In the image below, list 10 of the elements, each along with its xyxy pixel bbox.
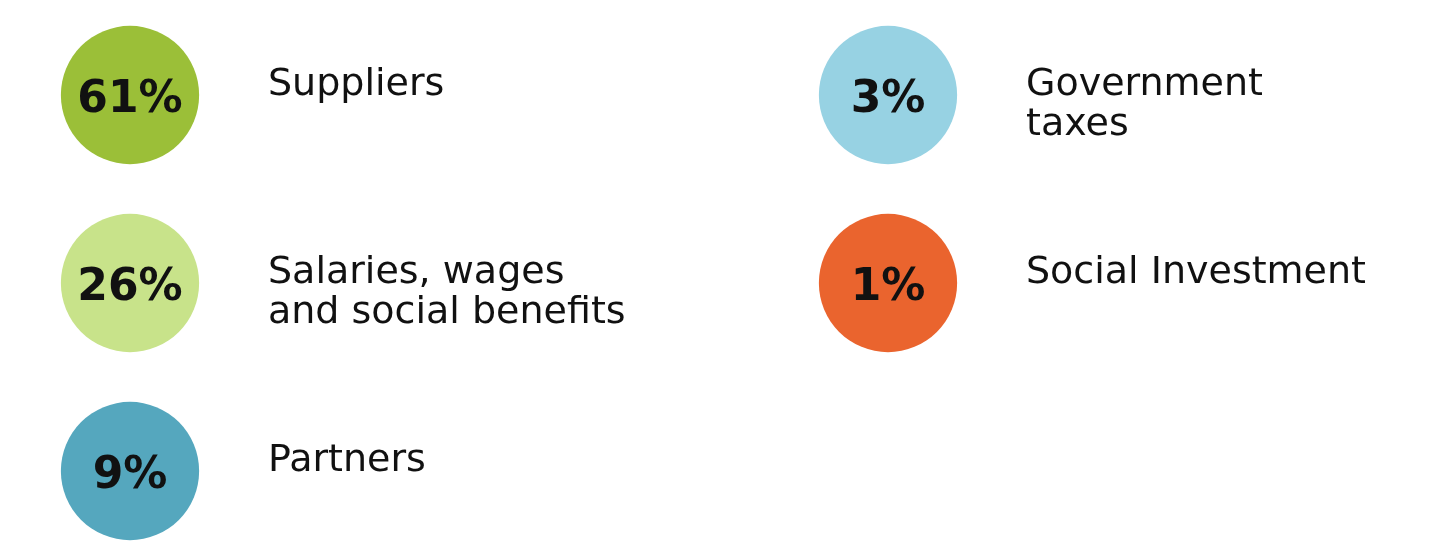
data-label: 1% xyxy=(850,259,926,310)
category-label: Government taxes xyxy=(1026,60,1263,144)
data-label: 3% xyxy=(850,71,926,122)
data-label: 26% xyxy=(77,259,183,310)
category-label: Social Investment xyxy=(1026,248,1366,292)
category-label: Salaries, wages and social benefits xyxy=(268,248,626,332)
data-label: 61% xyxy=(77,71,183,122)
data-label: 9% xyxy=(92,447,168,498)
category-label: Partners xyxy=(268,436,426,480)
category-label: Suppliers xyxy=(268,60,445,104)
